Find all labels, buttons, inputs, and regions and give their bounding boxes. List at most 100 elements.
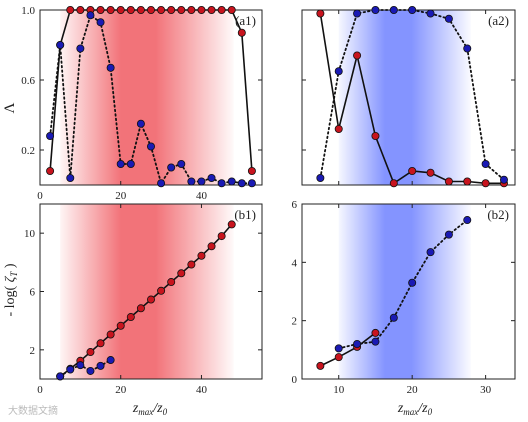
point-b1-1-2 — [76, 361, 85, 370]
point-a1-1-19 — [237, 179, 246, 188]
ytick-label-b2-2: 4 — [292, 257, 298, 269]
xlabel-b2-sub-max: max — [403, 407, 418, 417]
panel-label-a1: (a1) — [235, 13, 256, 28]
point-b1-0-5 — [106, 330, 115, 339]
shade-b2 — [338, 204, 471, 379]
point-a1-1-16 — [207, 173, 216, 182]
svg-text:- log( ζT ): - log( ζT ) — [3, 263, 19, 316]
point-a2-1-1 — [334, 67, 343, 76]
point-a2-1-0 — [316, 173, 325, 182]
point-a1-1-14 — [187, 177, 196, 186]
point-a1-1-12 — [167, 163, 176, 172]
point-a1-0-17 — [217, 6, 226, 14]
point-a1-0-9 — [136, 6, 145, 14]
point-b2-1-4 — [408, 278, 417, 287]
shade-b1 — [60, 204, 234, 379]
point-b2-1-0 — [334, 344, 343, 353]
ytick-label-b1-2: 10 — [24, 228, 36, 240]
panel-label-a2: (a2) — [488, 13, 509, 28]
point-a1-1-3 — [76, 44, 85, 53]
xtick-label-a1-2: 40 — [196, 190, 208, 202]
point-a2-1-7 — [444, 14, 453, 23]
ylabel-b: - log( ζT ) — [3, 263, 19, 316]
xtick-label-b2-2: 30 — [480, 384, 492, 396]
point-a1-0-16 — [207, 6, 216, 14]
point-b1-0-14 — [197, 251, 206, 260]
point-a1-1-4 — [86, 11, 95, 20]
point-a2-1-8 — [463, 44, 472, 53]
shade-a1 — [60, 10, 234, 185]
xtick-label-b1-1: 20 — [115, 384, 127, 396]
point-a1-0-7 — [116, 6, 125, 14]
point-b2-0-0 — [316, 361, 325, 370]
point-a1-0-12 — [167, 6, 176, 14]
xlabel-b2-slash: /z — [417, 401, 428, 416]
point-b2-0-3 — [371, 328, 380, 337]
shade-a2 — [338, 10, 471, 185]
xlabel-b2-sub-0: 0 — [428, 407, 433, 417]
point-b1-0-9 — [146, 295, 155, 304]
xlabel-b2-z: z — [397, 401, 404, 416]
xtick-label-a1-1: 20 — [115, 190, 127, 202]
ytick-label-b1-1: 6 — [30, 287, 36, 299]
point-a1-0-18 — [227, 6, 236, 14]
point-b1-0-13 — [187, 260, 196, 269]
xlabel-b2: zmax/z0 — [397, 401, 433, 417]
ylabel-b-prefix: - log( — [3, 285, 18, 316]
point-b1-1-0 — [56, 372, 65, 381]
point-a1-1-15 — [197, 177, 206, 186]
point-a1-1-8 — [126, 159, 135, 168]
point-a2-0-3 — [371, 131, 380, 140]
point-a1-0-2 — [66, 6, 75, 14]
watermark: 大数据文摘 — [8, 404, 58, 417]
point-b1-0-15 — [207, 242, 216, 251]
point-a2-0-9 — [481, 179, 490, 188]
point-a2-1-5 — [408, 6, 417, 14]
ylabel-a: Λ — [2, 102, 18, 113]
point-a2-0-5 — [408, 166, 417, 175]
frame-b2 — [301, 203, 516, 380]
point-b1-1-5 — [106, 356, 115, 365]
point-a1-1-11 — [157, 179, 166, 188]
point-b1-0-10 — [157, 286, 166, 295]
point-b2-1-5 — [426, 248, 435, 257]
ylabel-b-zeta: ζ — [3, 275, 18, 286]
point-a1-0-11 — [157, 6, 166, 14]
point-a2-0-4 — [389, 179, 398, 188]
xtick-label-b1-0: 0 — [37, 384, 43, 396]
point-b1-0-8 — [136, 304, 145, 313]
point-a1-0-19 — [237, 28, 246, 37]
point-b1-1-1 — [66, 365, 75, 374]
point-b1-0-4 — [96, 339, 105, 348]
svg-text:zmax/z0: zmax/z0 — [132, 401, 168, 417]
point-b1-1-3 — [86, 366, 95, 375]
xtick-label-a1-0: 0 — [37, 190, 43, 202]
point-a1-1-17 — [217, 179, 226, 188]
point-a1-0-5 — [96, 6, 105, 14]
ytick-label-a1-2: 1.0 — [21, 5, 35, 17]
point-b1-0-3 — [86, 348, 95, 357]
point-a1-1-6 — [106, 63, 115, 72]
point-a1-0-20 — [247, 166, 256, 175]
panel-a1: 0 20 40 0.2 0.6 1.0 (a1) — [21, 5, 263, 202]
point-a1-1-0 — [46, 131, 55, 140]
xlabel-b1-sub-0: 0 — [163, 407, 168, 417]
panel-b2: 10 20 30 0 2 4 6 (b2) — [292, 199, 516, 396]
ytick-label-b1-0: 2 — [30, 345, 36, 357]
ytick-label-b2-3: 6 — [292, 199, 298, 211]
svg-text:zmax/z0: zmax/z0 — [397, 401, 433, 417]
point-a1-0-10 — [146, 6, 155, 14]
point-a1-0-8 — [126, 6, 135, 14]
ytick-label-b2-1: 2 — [292, 316, 298, 328]
point-b2-0-1 — [334, 353, 343, 362]
point-a2-0-0 — [316, 9, 325, 18]
point-b2-1-3 — [389, 313, 398, 322]
point-a2-1-9 — [481, 159, 490, 168]
point-a2-1-10 — [499, 175, 508, 184]
point-a1-0-6 — [106, 6, 115, 14]
point-a1-1-18 — [227, 177, 236, 186]
point-b2-1-2 — [371, 337, 380, 346]
xlabel-b1-sub-max: max — [138, 407, 153, 417]
